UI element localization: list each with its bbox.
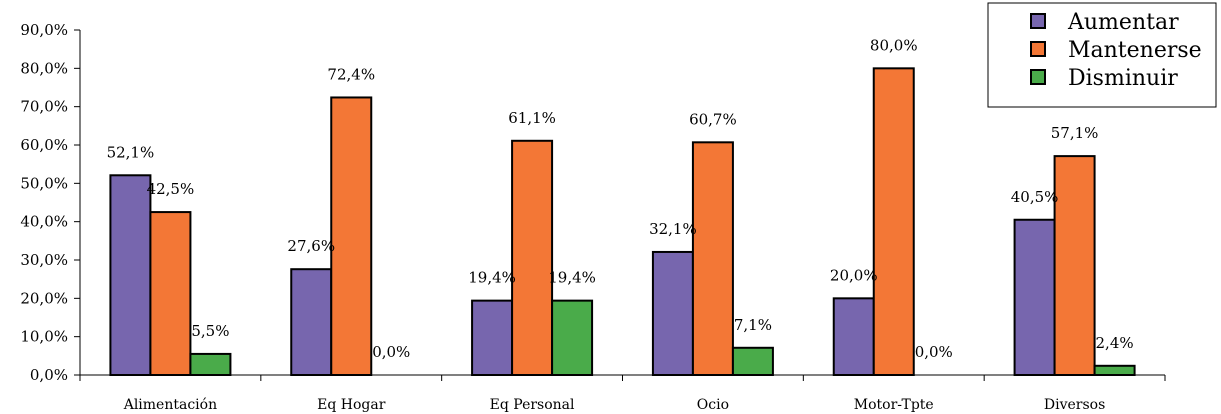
data-label: 61,1% xyxy=(508,109,556,127)
y-tick-label: 40,0% xyxy=(20,213,68,231)
data-label: 0,0% xyxy=(372,343,410,361)
bar xyxy=(872,67,915,376)
y-tick-label: 90,0% xyxy=(20,21,68,39)
x-axis: Alimentación Eq Hogar Eq Personal Ocio Motor… xyxy=(79,374,1166,413)
bar xyxy=(330,96,373,376)
bar xyxy=(651,250,694,376)
bar xyxy=(691,141,734,376)
data-label: 7,1% xyxy=(734,316,772,334)
bar xyxy=(1053,155,1096,376)
data-label: 72,4% xyxy=(327,65,375,83)
legend: Aumentar Mantenerse Disminuir xyxy=(987,2,1217,108)
bar xyxy=(511,139,554,376)
x-category-label: Motor-Tpte xyxy=(854,397,934,413)
data-label: 80,0% xyxy=(870,36,918,54)
data-label: 5,5% xyxy=(191,322,229,340)
data-label: 19,4% xyxy=(468,269,516,287)
bar xyxy=(471,299,514,376)
data-label: 2,4% xyxy=(1096,334,1134,352)
legend-swatch xyxy=(1030,69,1046,85)
data-label: 20,0% xyxy=(830,266,878,284)
bar xyxy=(290,268,333,377)
data-labels: 52,1% 27,6% 19,4% 32,1% 20,0% 40,5% 42,5% 72,4%… xyxy=(107,36,1134,361)
x-category-label: Ocio xyxy=(697,397,729,413)
x-category-label: Diversos xyxy=(1044,397,1105,413)
legend-swatch xyxy=(1030,13,1046,29)
data-label: 32,1% xyxy=(649,220,697,238)
legend-box xyxy=(987,2,1217,108)
x-category-label: Eq Personal xyxy=(490,397,575,413)
y-tick-label: 60,0% xyxy=(20,136,68,154)
legend-label: Disminuir xyxy=(1068,66,1178,91)
y-tick-label: 80,0% xyxy=(20,59,68,77)
data-label: 40,5% xyxy=(1011,188,1059,206)
data-label: 27,6% xyxy=(287,237,335,255)
y-tick-label: 10,0% xyxy=(20,328,68,346)
x-category-label: Eq Hogar xyxy=(317,397,386,413)
bar xyxy=(551,299,594,376)
y-tick-label: 20,0% xyxy=(20,289,68,307)
bar xyxy=(1013,218,1056,376)
bar xyxy=(109,174,152,376)
bar xyxy=(1093,364,1136,376)
x-category-label: Alimentación xyxy=(123,397,217,413)
legend-label: Aumentar xyxy=(1067,10,1179,35)
legend-swatch xyxy=(1030,41,1046,57)
y-tick-label: 0,0% xyxy=(30,366,68,384)
y-tick-label: 70,0% xyxy=(20,98,68,116)
data-label: 57,1% xyxy=(1051,124,1099,142)
data-label: 19,4% xyxy=(548,269,596,287)
y-tick-label: 30,0% xyxy=(20,251,68,269)
bar xyxy=(832,297,875,377)
bar xyxy=(149,211,192,376)
data-label: 60,7% xyxy=(689,110,737,128)
bar xyxy=(731,346,774,376)
data-label: 52,1% xyxy=(107,143,155,161)
data-label: 42,5% xyxy=(147,180,195,198)
data-label: 0,0% xyxy=(915,343,953,361)
bar xyxy=(189,352,232,376)
y-axis: 0,0% 10,0% 20,0% 30,0% 40,0% 50,0% 60,0% 70,0% 8… xyxy=(20,21,81,384)
y-tick-label: 50,0% xyxy=(20,174,68,192)
bars xyxy=(109,67,1136,377)
legend-label: Mantenerse xyxy=(1068,38,1202,63)
